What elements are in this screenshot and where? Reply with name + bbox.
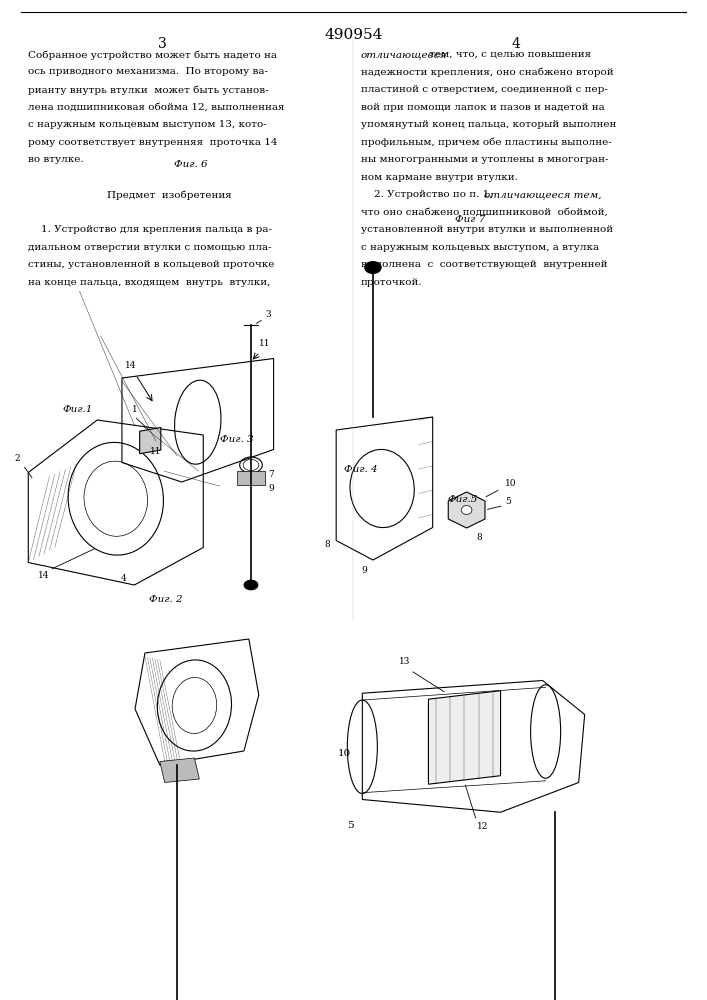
Text: Предмет  изобретения: Предмет изобретения — [107, 190, 232, 200]
Text: Фиг.5: Фиг.5 — [448, 495, 478, 504]
Text: 4: 4 — [121, 574, 127, 583]
Text: лена подшипниковая обойма 12, выполненная: лена подшипниковая обойма 12, выполненна… — [28, 103, 285, 111]
Text: отличающееся: отличающееся — [361, 50, 447, 59]
Text: выполнена  с  соответствующей  внутренней: выполнена с соответствующей внутренней — [361, 260, 607, 269]
Text: 490954: 490954 — [325, 28, 382, 42]
Text: рому соответствует внутренняя  проточка 14: рому соответствует внутренняя проточка 1… — [28, 138, 278, 147]
Text: 3: 3 — [158, 37, 167, 51]
Ellipse shape — [244, 580, 258, 590]
Polygon shape — [160, 758, 199, 782]
Text: 10: 10 — [338, 748, 351, 758]
Text: надежности крепления, оно снабжено второй: надежности крепления, оно снабжено второ… — [361, 68, 613, 77]
Ellipse shape — [461, 506, 472, 514]
Text: тем, что, с целью повышения: тем, что, с целью повышения — [426, 50, 591, 59]
Text: упомянутый конец пальца, который выполнен: упомянутый конец пальца, который выполне… — [361, 120, 616, 129]
Text: Фиг. 2: Фиг. 2 — [149, 595, 183, 604]
Text: 4: 4 — [512, 37, 520, 51]
Text: 13: 13 — [399, 656, 410, 666]
Text: стины, установленной в кольцевой проточке: стины, установленной в кольцевой проточк… — [28, 260, 274, 269]
Text: Фиг 7: Фиг 7 — [455, 215, 485, 224]
Text: 9: 9 — [268, 484, 274, 493]
Text: Фиг.1: Фиг.1 — [63, 405, 93, 414]
Text: установленной внутри втулки и выполненной: установленной внутри втулки и выполненно… — [361, 225, 613, 234]
Text: диальном отверстии втулки с помощью пла-: диальном отверстии втулки с помощью пла- — [28, 242, 272, 251]
Text: проточкой.: проточкой. — [361, 278, 422, 287]
Text: 1: 1 — [132, 406, 137, 414]
Text: 14: 14 — [38, 570, 50, 580]
Text: отличающееся тем,: отличающееся тем, — [484, 190, 602, 199]
Text: ны многогранными и утоплены в многогран-: ны многогранными и утоплены в многогран- — [361, 155, 608, 164]
Text: профильным, причем обе пластины выполне-: профильным, причем обе пластины выполне- — [361, 138, 612, 147]
Text: 8: 8 — [324, 540, 330, 549]
Text: что оно снабжено подшипниковой  обоймой,: что оно снабжено подшипниковой обоймой, — [361, 208, 607, 217]
Text: вой при помощи лапок и пазов и надетой на: вой при помощи лапок и пазов и надетой н… — [361, 103, 604, 111]
Text: 2. Устройство по п. 1,: 2. Устройство по п. 1, — [361, 190, 496, 199]
Text: рианту внутрь втулки  может быть установ-: рианту внутрь втулки может быть установ- — [28, 85, 269, 95]
Text: Собранное устройство может быть надето на: Собранное устройство может быть надето н… — [28, 50, 277, 60]
Polygon shape — [237, 471, 265, 485]
Polygon shape — [448, 492, 485, 528]
Text: 7: 7 — [268, 470, 274, 479]
Text: с наружным кольцевым выступом 13, кото-: с наружным кольцевым выступом 13, кото- — [28, 120, 267, 129]
Text: 12: 12 — [477, 822, 489, 831]
Text: 9: 9 — [361, 566, 367, 575]
Text: с наружным кольцевых выступом, а втулка: с наружным кольцевых выступом, а втулка — [361, 242, 599, 251]
Polygon shape — [139, 428, 160, 454]
Text: 5: 5 — [346, 820, 354, 830]
Text: на конце пальца, входящем  внутрь  втулки,: на конце пальца, входящем внутрь втулки, — [28, 278, 271, 287]
Text: 11: 11 — [259, 338, 270, 348]
Text: во втулке.: во втулке. — [28, 155, 84, 164]
Text: 2: 2 — [15, 454, 21, 463]
Ellipse shape — [365, 262, 381, 273]
Text: ось приводного механизма.  По второму ва-: ось приводного механизма. По второму ва- — [28, 68, 268, 77]
Text: 5: 5 — [505, 497, 510, 506]
Text: Фиг. 6: Фиг. 6 — [174, 160, 208, 169]
Text: 3: 3 — [265, 310, 271, 319]
Text: 14: 14 — [125, 361, 137, 370]
Text: 1. Устройство для крепления пальца в ра-: 1. Устройство для крепления пальца в ра- — [28, 225, 272, 234]
Text: ном кармане внутри втулки.: ном кармане внутри втулки. — [361, 173, 518, 182]
Text: 10: 10 — [505, 479, 516, 488]
Text: 8: 8 — [477, 533, 482, 542]
Text: пластиной с отверстием, соединенной с пер-: пластиной с отверстием, соединенной с пе… — [361, 85, 607, 94]
Text: Фиг. 4: Фиг. 4 — [344, 465, 378, 474]
Text: 11: 11 — [150, 447, 162, 456]
Polygon shape — [428, 691, 501, 784]
Text: Фиг. 3: Фиг. 3 — [220, 435, 254, 444]
